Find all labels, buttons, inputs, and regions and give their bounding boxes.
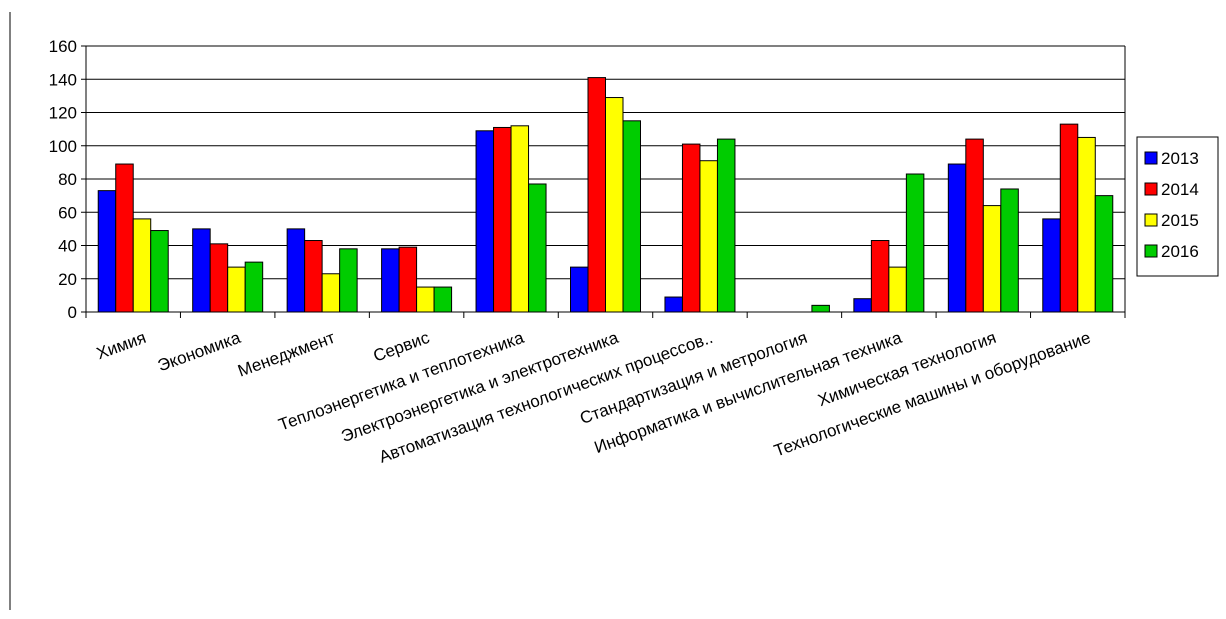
bar-2013-10 xyxy=(1042,218,1061,313)
bar-2015-3 xyxy=(416,286,435,313)
bar-2013-8 xyxy=(853,298,872,313)
bar-2016-3 xyxy=(433,286,453,313)
legend-label-2014: 2014 xyxy=(1161,180,1199,199)
legend-label-2015: 2015 xyxy=(1161,211,1199,230)
bar-2014-10 xyxy=(1059,123,1079,313)
y-tick-label: 160 xyxy=(49,37,77,56)
x-category-label: Химия xyxy=(94,328,149,363)
bar-2014-8 xyxy=(870,240,890,313)
bar-2014-1 xyxy=(209,243,229,313)
bar-2016-1 xyxy=(244,261,264,313)
y-tick-label: 60 xyxy=(58,203,77,222)
bar-2013-6 xyxy=(664,296,683,313)
bar-2015-5 xyxy=(605,97,624,313)
bar-2016-7 xyxy=(811,304,830,313)
bar-2016-5 xyxy=(622,120,641,313)
bar-2013-1 xyxy=(192,228,211,313)
bar-2013-9 xyxy=(947,163,967,313)
bar-2015-9 xyxy=(982,205,1002,313)
y-tick-label: 0 xyxy=(68,303,77,322)
legend-label-2016: 2016 xyxy=(1161,242,1199,261)
y-tick-labels: 0 20 40 60 80 100 120 140 160 xyxy=(49,37,77,322)
legend-swatch-2014 xyxy=(1144,182,1158,196)
legend-swatch-2016 xyxy=(1144,244,1158,258)
bar-2016-0 xyxy=(150,230,169,313)
bar-2015-0 xyxy=(132,218,152,313)
bar-2016-9 xyxy=(1000,188,1019,313)
bar-2016-2 xyxy=(339,248,358,313)
bar-2014-0 xyxy=(115,163,134,313)
x-category-label: Экономика xyxy=(155,328,243,376)
bar-2014-5 xyxy=(587,77,606,313)
bar-2016-8 xyxy=(905,173,925,313)
bar-2013-4 xyxy=(475,130,495,313)
bars xyxy=(97,77,1114,313)
legend-swatch-2013 xyxy=(1144,151,1158,165)
y-tick-label: 120 xyxy=(49,104,77,123)
bar-2015-8 xyxy=(888,266,907,313)
bar-2014-6 xyxy=(681,143,701,313)
bar-2013-2 xyxy=(286,228,306,313)
y-tick-label: 140 xyxy=(49,70,77,89)
y-tick-label: 80 xyxy=(58,170,77,189)
legend: 2013 2014 2015 2016 xyxy=(1136,136,1219,277)
x-category-label: Менеджмент xyxy=(235,328,337,381)
bar-2015-10 xyxy=(1077,136,1096,313)
y-tick-label: 100 xyxy=(49,137,77,156)
bar-2014-9 xyxy=(965,138,984,313)
bar-2015-6 xyxy=(699,160,718,313)
bar-2016-6 xyxy=(716,138,736,313)
bar-2015-2 xyxy=(321,273,341,313)
bar-2013-0 xyxy=(97,190,117,313)
legend-label-2013: 2013 xyxy=(1161,149,1199,168)
bar-2013-3 xyxy=(381,248,400,313)
bar-2016-4 xyxy=(528,183,547,313)
bar-2016-10 xyxy=(1094,195,1114,313)
legend-swatch-2015 xyxy=(1144,213,1158,227)
axes xyxy=(81,45,1126,318)
bar-2014-3 xyxy=(398,246,418,313)
bar-2014-4 xyxy=(493,126,512,313)
x-category-label: Сервис xyxy=(371,328,433,366)
y-tick-label: 40 xyxy=(58,237,77,256)
bar-2014-2 xyxy=(304,240,323,313)
bar-2013-5 xyxy=(570,266,589,313)
bar-2015-1 xyxy=(227,266,246,313)
bar-2015-4 xyxy=(510,125,530,313)
y-tick-label: 20 xyxy=(58,270,77,289)
